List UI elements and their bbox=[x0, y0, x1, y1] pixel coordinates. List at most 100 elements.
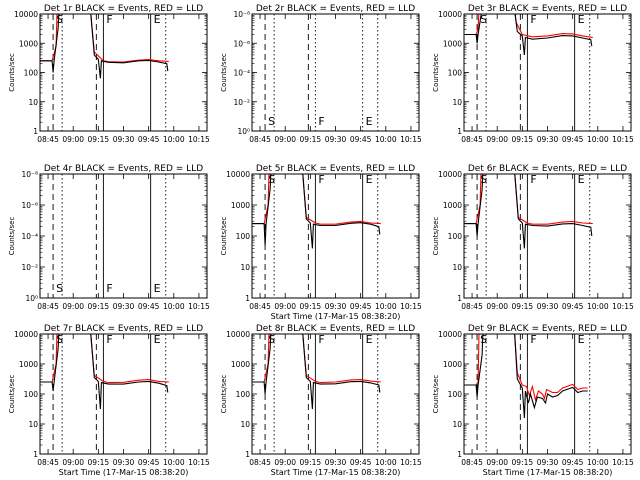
chart-panel-5: Det 5r BLACK = Events, RED = LLD 1 10 100 10… bbox=[220, 164, 422, 321]
y-tick-label: 1 bbox=[33, 127, 38, 136]
x-tick-label: 09:30 bbox=[325, 458, 347, 467]
event-marker-label: E bbox=[366, 333, 373, 346]
event-marker-label: F bbox=[106, 282, 112, 295]
y-axis-label: Counts/sec bbox=[432, 53, 440, 92]
chart-panel-3: Det 3r BLACK = Events, RED = LLD 1 10 100 10… bbox=[432, 4, 634, 144]
event-marker-label: S bbox=[480, 13, 487, 26]
x-tick-label: 10:15 bbox=[612, 458, 634, 467]
x-tick-label: 10:15 bbox=[400, 135, 422, 144]
y-axis-label: Counts/sec bbox=[8, 375, 16, 414]
y-axis-label: Counts/sec bbox=[220, 375, 228, 414]
x-tick-label: 08:45 bbox=[37, 302, 59, 311]
chart-title: Det 1r BLACK = Events, RED = LLD bbox=[44, 4, 203, 14]
x-tick-label: 08:45 bbox=[461, 458, 483, 467]
x-tick-label: 08:45 bbox=[249, 135, 271, 144]
x-tick-label: 09:45 bbox=[350, 458, 372, 467]
y-tick-label: 10 bbox=[452, 98, 462, 107]
x-tick-label: 09:45 bbox=[138, 135, 160, 144]
y-tick-label: 100 bbox=[448, 390, 463, 399]
series-line-events bbox=[464, 174, 593, 249]
x-tick-label: 09:45 bbox=[562, 458, 584, 467]
x-tick-label: 09:30 bbox=[113, 302, 135, 311]
y-tick-label: 1 bbox=[245, 294, 250, 303]
chart-panel-8: Det 8r BLACK = Events, RED = LLD 1 10 100 10… bbox=[220, 324, 422, 477]
x-tick-label: 10:15 bbox=[612, 302, 634, 311]
x-tick-label: 10:00 bbox=[375, 302, 397, 311]
chart-title: Det 6r BLACK = Events, RED = LLD bbox=[468, 164, 627, 174]
series-line-events bbox=[40, 14, 169, 79]
y-tick-label: 10⁻⁴ bbox=[21, 232, 38, 241]
series-line-events bbox=[464, 334, 588, 419]
event-marker-label: F bbox=[318, 333, 324, 346]
y-axis-label: Counts/sec bbox=[8, 53, 16, 92]
plot-frame bbox=[463, 13, 632, 132]
y-tick-label: 10 bbox=[28, 420, 38, 429]
y-tick-label: 10 bbox=[452, 263, 462, 272]
series-line-events bbox=[252, 334, 381, 410]
x-tick-label: 09:45 bbox=[350, 302, 372, 311]
x-tick-label: 10:15 bbox=[188, 135, 210, 144]
series-line-lld bbox=[464, 14, 593, 38]
y-tick-label: 10 bbox=[28, 98, 38, 107]
event-marker-label: E bbox=[154, 13, 161, 26]
plot-frame bbox=[39, 333, 208, 455]
y-tick-label: 10⁻⁸ bbox=[233, 10, 250, 19]
x-axis-label: Start Time (17-Mar-15 08:38:20) bbox=[271, 468, 401, 477]
y-tick-label: 1000 bbox=[443, 360, 462, 369]
plot-frame bbox=[251, 173, 420, 299]
event-marker-label: E bbox=[366, 173, 373, 186]
event-marker-label: F bbox=[530, 173, 536, 186]
plot-frame bbox=[463, 333, 632, 455]
x-tick-label: 10:00 bbox=[163, 135, 185, 144]
x-tick-label: 09:30 bbox=[537, 135, 559, 144]
x-tick-label: 08:45 bbox=[461, 302, 483, 311]
x-tick-label: 10:15 bbox=[400, 458, 422, 467]
y-tick-label: 100 bbox=[448, 232, 463, 241]
x-tick-label: 10:15 bbox=[188, 458, 210, 467]
x-tick-label: 08:45 bbox=[249, 458, 271, 467]
y-tick-label: 10⁻⁶ bbox=[21, 201, 38, 210]
y-tick-label: 10000 bbox=[226, 330, 250, 339]
y-tick-label: 1000 bbox=[231, 201, 250, 210]
series-line-lld bbox=[464, 334, 588, 403]
event-marker-label: F bbox=[106, 13, 112, 26]
x-tick-label: 09:30 bbox=[113, 135, 135, 144]
event-marker-label: E bbox=[154, 282, 161, 295]
event-marker-label: F bbox=[530, 13, 536, 26]
plot-frame bbox=[39, 173, 208, 299]
event-marker-label: S bbox=[480, 333, 487, 346]
y-axis-label: Counts/sec bbox=[220, 217, 228, 256]
x-tick-label: 10:15 bbox=[400, 302, 422, 311]
x-tick-label: 10:00 bbox=[587, 135, 609, 144]
x-tick-label: 09:00 bbox=[62, 302, 84, 311]
y-tick-label: 10⁻² bbox=[21, 263, 38, 272]
x-tick-label: 09:30 bbox=[325, 135, 347, 144]
event-marker-label: F bbox=[318, 173, 324, 186]
x-tick-label: 10:00 bbox=[375, 458, 397, 467]
x-tick-label: 09:00 bbox=[274, 135, 296, 144]
x-tick-label: 08:45 bbox=[37, 458, 59, 467]
y-tick-label: 10 bbox=[240, 420, 250, 429]
event-marker-label: F bbox=[106, 333, 112, 346]
x-tick-label: 09:15 bbox=[88, 135, 110, 144]
x-tick-label: 09:00 bbox=[62, 458, 84, 467]
x-tick-label: 10:00 bbox=[163, 458, 185, 467]
y-tick-label: 10⁻⁶ bbox=[233, 39, 250, 48]
y-tick-label: 10⁰ bbox=[25, 294, 38, 303]
x-tick-label: 09:00 bbox=[62, 135, 84, 144]
x-axis-label: Start Time (17-Mar-15 08:38:20) bbox=[271, 312, 401, 321]
x-tick-label: 09:45 bbox=[562, 302, 584, 311]
x-tick-label: 09:45 bbox=[350, 135, 372, 144]
x-tick-label: 09:45 bbox=[562, 135, 584, 144]
y-tick-label: 100 bbox=[24, 69, 39, 78]
plot-frame bbox=[463, 173, 632, 299]
chart-panel-9: Det 9r BLACK = Events, RED = LLD 1 10 100 10… bbox=[432, 324, 634, 477]
y-tick-label: 10⁰ bbox=[237, 127, 250, 136]
y-tick-label: 10000 bbox=[438, 330, 462, 339]
y-tick-label: 1000 bbox=[443, 39, 462, 48]
y-tick-label: 10000 bbox=[438, 170, 462, 179]
y-tick-label: 1 bbox=[33, 450, 38, 459]
event-marker-label: E bbox=[154, 333, 161, 346]
x-tick-label: 09:00 bbox=[486, 135, 508, 144]
